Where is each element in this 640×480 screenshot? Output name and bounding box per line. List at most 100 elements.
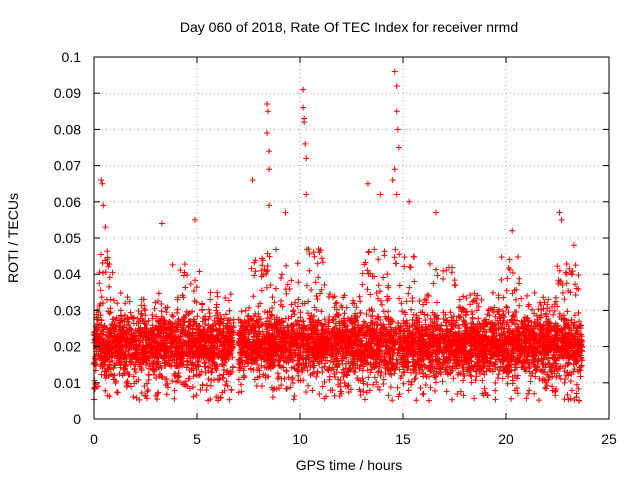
- data-point: [338, 369, 345, 376]
- data-point: [471, 395, 478, 402]
- data-point: [110, 365, 117, 372]
- data-point: [365, 270, 372, 277]
- data-point: [170, 313, 177, 320]
- data-point: [308, 286, 315, 293]
- data-point: [258, 273, 265, 280]
- data-point: [566, 265, 573, 272]
- data-point: [566, 331, 573, 338]
- data-point: [396, 282, 403, 289]
- data-point: [556, 310, 563, 317]
- data-point: [419, 391, 426, 398]
- data-points: [91, 68, 586, 404]
- data-point: [481, 385, 488, 392]
- data-point: [213, 301, 220, 308]
- data-point: [559, 289, 566, 296]
- data-point: [579, 357, 586, 364]
- data-point: [290, 396, 297, 403]
- data-point: [503, 287, 510, 294]
- data-point: [440, 339, 447, 346]
- data-point: [554, 303, 561, 310]
- data-point: [357, 392, 364, 399]
- data-point: [294, 303, 301, 310]
- data-point: [364, 286, 371, 293]
- data-point: [158, 301, 165, 308]
- data-point: [335, 311, 342, 318]
- data-point: [471, 290, 478, 297]
- data-point: [155, 290, 162, 297]
- data-point: [96, 302, 103, 309]
- data-point: [561, 296, 568, 303]
- data-point: [357, 298, 364, 305]
- data-point: [367, 369, 374, 376]
- data-point: [420, 301, 426, 308]
- data-point: [182, 378, 189, 385]
- data-point: [267, 282, 274, 289]
- data-point: [174, 306, 181, 313]
- data-point: [197, 386, 204, 393]
- data-point: [165, 354, 172, 361]
- data-point: [222, 294, 229, 301]
- data-point: [460, 317, 467, 324]
- data-point: [407, 264, 414, 271]
- data-point: [357, 309, 364, 316]
- data-point: [153, 345, 160, 352]
- data-point: [174, 377, 181, 384]
- data-point: [500, 310, 507, 317]
- data-point: [288, 277, 295, 284]
- data-point: [495, 308, 502, 315]
- data-point: [193, 284, 200, 291]
- data-point: [102, 269, 109, 276]
- data-point: [251, 376, 258, 383]
- data-point: [376, 288, 383, 295]
- data-point: [443, 267, 450, 274]
- data-point: [416, 297, 423, 304]
- data-point: [292, 299, 299, 306]
- data-point: [142, 393, 149, 400]
- data-point: [283, 290, 290, 297]
- data-point: [567, 378, 574, 385]
- data-point: [536, 397, 543, 404]
- data-point: [482, 360, 489, 367]
- data-point: [456, 296, 463, 303]
- data-point: [268, 311, 275, 318]
- data-point: [111, 372, 118, 379]
- data-point: [409, 298, 416, 305]
- data-point: [450, 375, 457, 382]
- data-point: [572, 292, 579, 299]
- data-point: [365, 374, 372, 381]
- data-point: [221, 387, 228, 394]
- data-point: [549, 383, 556, 390]
- data-point: [329, 294, 336, 301]
- data-point: [100, 269, 107, 276]
- data-point: [151, 305, 158, 312]
- data-point: [450, 318, 457, 325]
- data-point: [492, 387, 499, 394]
- data-point: [339, 304, 346, 311]
- data-point: [575, 309, 582, 316]
- data-point: [154, 396, 161, 403]
- data-point: [381, 323, 388, 330]
- data-point: [235, 389, 242, 396]
- data-point: [494, 375, 501, 382]
- data-point: [489, 354, 496, 361]
- data-point: [427, 384, 434, 391]
- data-point: [227, 291, 234, 298]
- data-point: [340, 294, 347, 301]
- data-point: [550, 311, 557, 318]
- data-point: [284, 324, 291, 331]
- data-point: [443, 388, 450, 395]
- data-point: [163, 309, 170, 316]
- data-point: [212, 365, 219, 372]
- data-point: [398, 308, 405, 315]
- data-point: [573, 360, 580, 367]
- data-point: [430, 280, 437, 287]
- data-point: [198, 368, 205, 375]
- data-point: [208, 382, 215, 389]
- data-point: [230, 319, 237, 326]
- data-point: [494, 308, 501, 315]
- data-point: [138, 389, 145, 396]
- data-point: [340, 373, 347, 380]
- data-point: [180, 337, 187, 344]
- data-point: [431, 387, 438, 394]
- data-point: [144, 388, 151, 395]
